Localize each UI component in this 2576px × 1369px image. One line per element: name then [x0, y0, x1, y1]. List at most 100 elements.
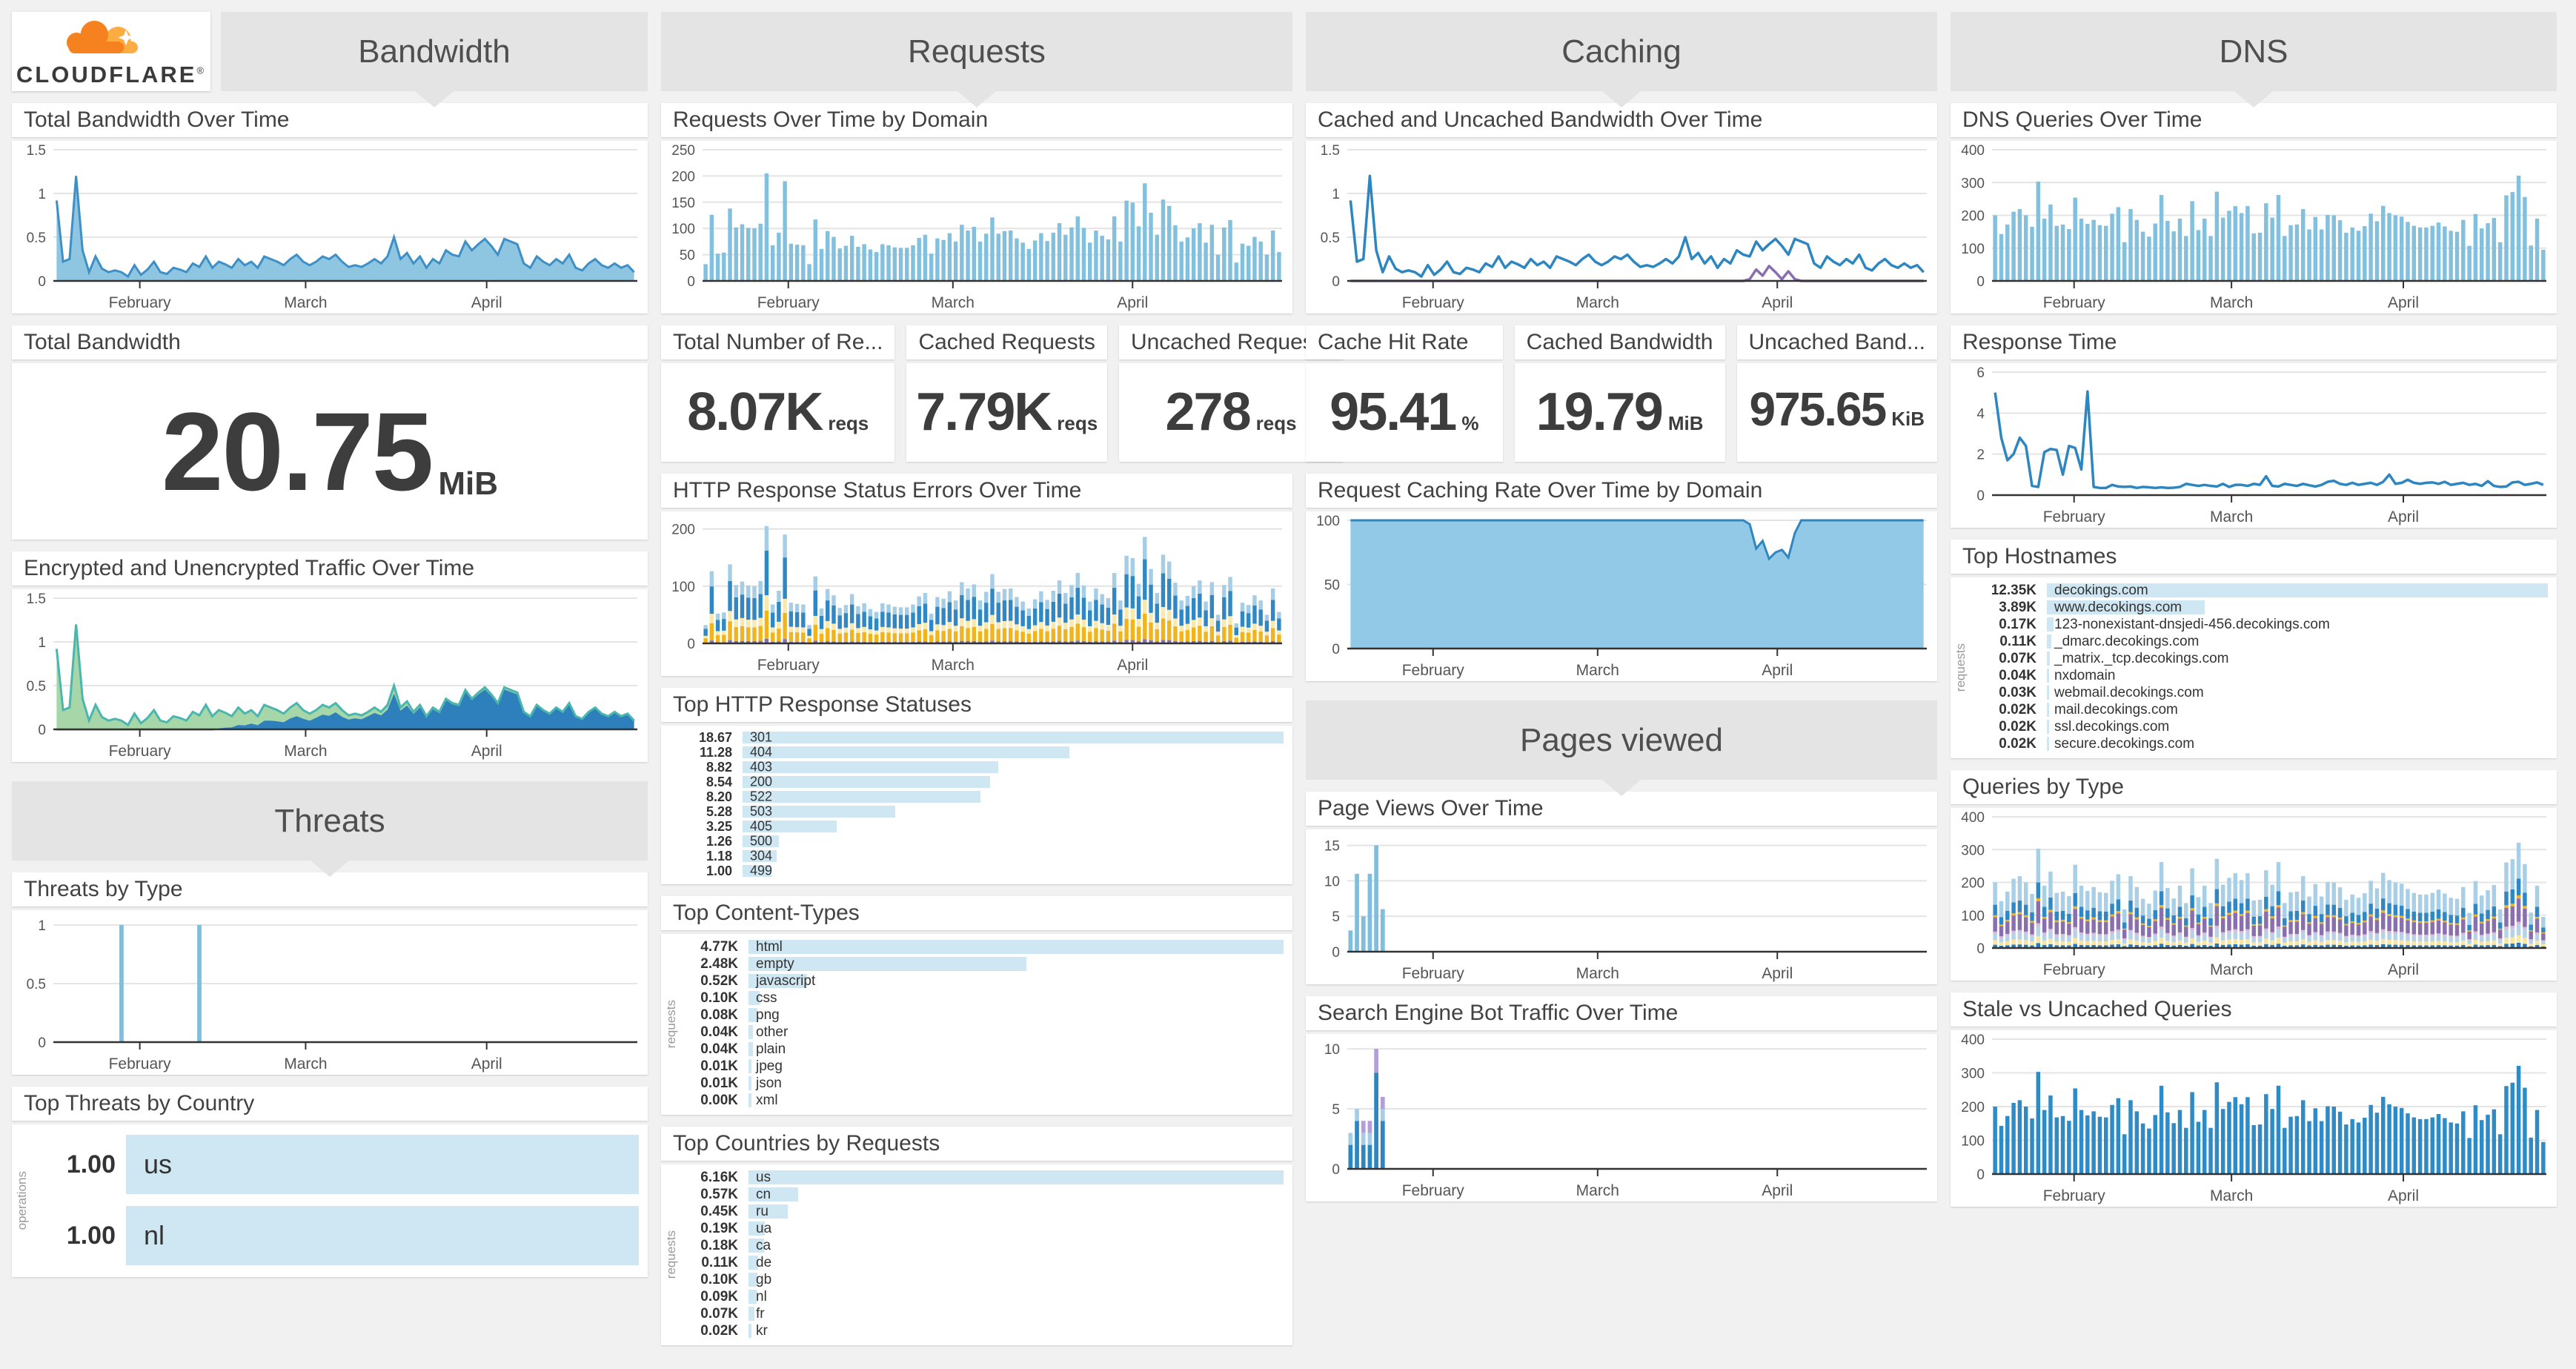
list-item[interactable]: 0.04K other	[661, 1024, 1284, 1041]
list-item[interactable]: 0.11K de	[661, 1254, 1284, 1271]
list-item-bar[interactable]: 503	[743, 804, 1284, 819]
cached-uncached-line-chart[interactable]: 0 0.5 1 1.5 February March April	[1306, 141, 1937, 314]
list-item[interactable]: 5.28 503	[661, 804, 1284, 819]
list-item-bar[interactable]: javascript	[748, 972, 1284, 990]
caching-rate-area-chart[interactable]: 0 50 100 February March April	[1306, 511, 1937, 681]
list-item[interactable]: 0.10K gb	[661, 1271, 1284, 1288]
list-item[interactable]: 0.07K fr	[661, 1305, 1284, 1322]
list-item[interactable]: 4.77K html	[661, 938, 1284, 955]
list-item[interactable]: 0.09K nl	[661, 1288, 1284, 1305]
page-views-bar-chart[interactable]: 0 5 10 15 February March April	[1306, 829, 1937, 984]
threats-by-type-bar-chart[interactable]: 0 0.5 1 February March April	[12, 910, 648, 1075]
list-item-bar[interactable]: 404	[743, 745, 1284, 760]
list-item[interactable]: 1.18 304	[661, 849, 1284, 864]
encrypted-traffic-area-chart[interactable]: 0 0.5 1 1.5 February March April	[12, 589, 648, 762]
list-item-bar[interactable]: fr	[748, 1305, 1284, 1322]
list-item-bar[interactable]: html	[748, 938, 1284, 955]
list-item[interactable]: 0.04K plain	[661, 1041, 1284, 1058]
list-item-value: 12.35K	[1991, 582, 2036, 598]
list-item-bar[interactable]: www.decokings.com	[2047, 599, 2548, 616]
list-item[interactable]: 0.02K secure.decokings.com	[1951, 735, 2548, 752]
list-item[interactable]: 0.45K ru	[661, 1203, 1284, 1220]
list-item[interactable]: 18.67 301	[661, 730, 1284, 745]
list-item-bar[interactable]: ca	[748, 1237, 1284, 1254]
list-item-bar[interactable]: cn	[748, 1186, 1284, 1203]
list-item[interactable]: 1.00 us	[12, 1129, 639, 1200]
list-item-bar[interactable]: gb	[748, 1271, 1284, 1288]
svg-text:1.5: 1.5	[1321, 143, 1340, 159]
http-errors-stacked-bar-chart[interactable]: 0 100 200 February March April	[661, 511, 1292, 676]
list-item[interactable]: 0.11K _dmarc.decokings.com	[1951, 633, 2548, 650]
list-item-bar[interactable]: json	[748, 1075, 1284, 1092]
list-item[interactable]: 0.18K ca	[661, 1237, 1284, 1254]
list-item[interactable]: 0.03K webmail.decokings.com	[1951, 684, 2548, 701]
requests-bar-chart[interactable]: 0 50 100 150 200 250 February March April	[661, 141, 1292, 314]
list-item-bar[interactable]: us	[126, 1129, 639, 1200]
list-item-bar[interactable]: _dmarc.decokings.com	[2047, 633, 2548, 650]
list-item-bar[interactable]: 304	[743, 849, 1284, 864]
list-item[interactable]: 1.00 nl	[12, 1200, 639, 1271]
list-item-bar[interactable]: secure.decokings.com	[2047, 735, 2548, 752]
list-item[interactable]: 0.02K mail.decokings.com	[1951, 701, 2548, 718]
list-item-bar[interactable]: nxdomain	[2047, 667, 2548, 684]
list-item-bar[interactable]: 405	[743, 819, 1284, 834]
list-item[interactable]: 1.00 499	[661, 864, 1284, 878]
list-item[interactable]: 3.89K www.decokings.com	[1951, 599, 2548, 616]
list-item[interactable]: 8.54 200	[661, 775, 1284, 789]
list-item-bar[interactable]: nl	[748, 1288, 1284, 1305]
list-item[interactable]: 12.35K decokings.com	[1951, 582, 2548, 599]
list-item-bar[interactable]: ssl.decokings.com	[2047, 718, 2548, 735]
list-item-bar[interactable]: 301	[743, 730, 1284, 745]
list-item-bar[interactable]: nl	[126, 1200, 639, 1271]
dns-queries-bar-chart[interactable]: 0 100 200 300 400 February March April	[1951, 141, 2557, 314]
list-item[interactable]: 0.19K ua	[661, 1220, 1284, 1237]
list-item[interactable]: 0.08K png	[661, 1007, 1284, 1024]
list-item[interactable]: 2.48K empty	[661, 955, 1284, 972]
stale-uncached-bar-chart[interactable]: 0 100 200 300 400 February March April	[1951, 1030, 2557, 1207]
list-item-bar[interactable]: other	[748, 1024, 1284, 1041]
list-item-bar[interactable]: 123-nonexistant-dnsjedi-456.decokings.co…	[2047, 616, 2548, 633]
list-item[interactable]: 0.10K css	[661, 990, 1284, 1007]
list-item[interactable]: 6.16K us	[661, 1169, 1284, 1186]
list-item-bar[interactable]: ru	[748, 1203, 1284, 1220]
list-item-bar[interactable]: jpeg	[748, 1058, 1284, 1075]
list-item-bar[interactable]: de	[748, 1254, 1284, 1271]
list-item-bar[interactable]: 522	[743, 789, 1284, 804]
list-item[interactable]: 0.02K ssl.decokings.com	[1951, 718, 2548, 735]
list-item-bar[interactable]: xml	[748, 1092, 1284, 1109]
list-item[interactable]: 3.25 405	[661, 819, 1284, 834]
list-item-bar[interactable]: plain	[748, 1041, 1284, 1058]
list-item[interactable]: 0.01K jpeg	[661, 1058, 1284, 1075]
list-item-bar[interactable]: mail.decokings.com	[2047, 701, 2548, 718]
queries-by-type-stacked-bar-chart[interactable]: 0 100 200 300 400 February March April	[1951, 808, 2557, 981]
list-item[interactable]: 0.02K kr	[661, 1322, 1284, 1339]
list-item-bar[interactable]: decokings.com	[2047, 582, 2548, 599]
list-item[interactable]: 0.07K _matrix._tcp.decokings.com	[1951, 650, 2548, 667]
cloudflare-logo[interactable]: CLOUDFLARE®	[12, 12, 210, 91]
list-item-bar[interactable]: 200	[743, 775, 1284, 789]
list-item-bar[interactable]: 499	[743, 864, 1284, 878]
list-item-bar[interactable]: us	[748, 1169, 1284, 1186]
list-item[interactable]: 0.01K json	[661, 1075, 1284, 1092]
total-bandwidth-area-chart[interactable]: 0 0.5 1 1.5 February March April	[12, 141, 648, 314]
list-item-bar[interactable]: css	[748, 990, 1284, 1007]
response-time-line-chart[interactable]: 0 2 4 6 February March April	[1951, 363, 2557, 528]
list-item-bar[interactable]: 403	[743, 760, 1284, 775]
list-item-bar[interactable]: png	[748, 1007, 1284, 1024]
list-item-bar[interactable]: _matrix._tcp.decokings.com	[2047, 650, 2548, 667]
list-item[interactable]: 1.26 500	[661, 834, 1284, 849]
list-item-bar[interactable]: kr	[748, 1322, 1284, 1339]
list-item[interactable]: 11.28 404	[661, 745, 1284, 760]
list-item-bar[interactable]: 500	[743, 834, 1284, 849]
list-item[interactable]: 0.17K 123-nonexistant-dnsjedi-456.decokin…	[1951, 616, 2548, 633]
list-item-bar[interactable]: webmail.decokings.com	[2047, 684, 2548, 701]
list-item[interactable]: 0.57K cn	[661, 1186, 1284, 1203]
list-item-bar[interactable]: empty	[748, 955, 1284, 972]
list-item[interactable]: 0.00K xml	[661, 1092, 1284, 1109]
list-item[interactable]: 8.20 522	[661, 789, 1284, 804]
bot-traffic-stacked-bar-chart[interactable]: 0 5 10 February March April	[1306, 1034, 1937, 1201]
list-item[interactable]: 0.04K nxdomain	[1951, 667, 2548, 684]
list-item[interactable]: 0.52K javascript	[661, 972, 1284, 990]
list-item-bar[interactable]: ua	[748, 1220, 1284, 1237]
list-item[interactable]: 8.82 403	[661, 760, 1284, 775]
